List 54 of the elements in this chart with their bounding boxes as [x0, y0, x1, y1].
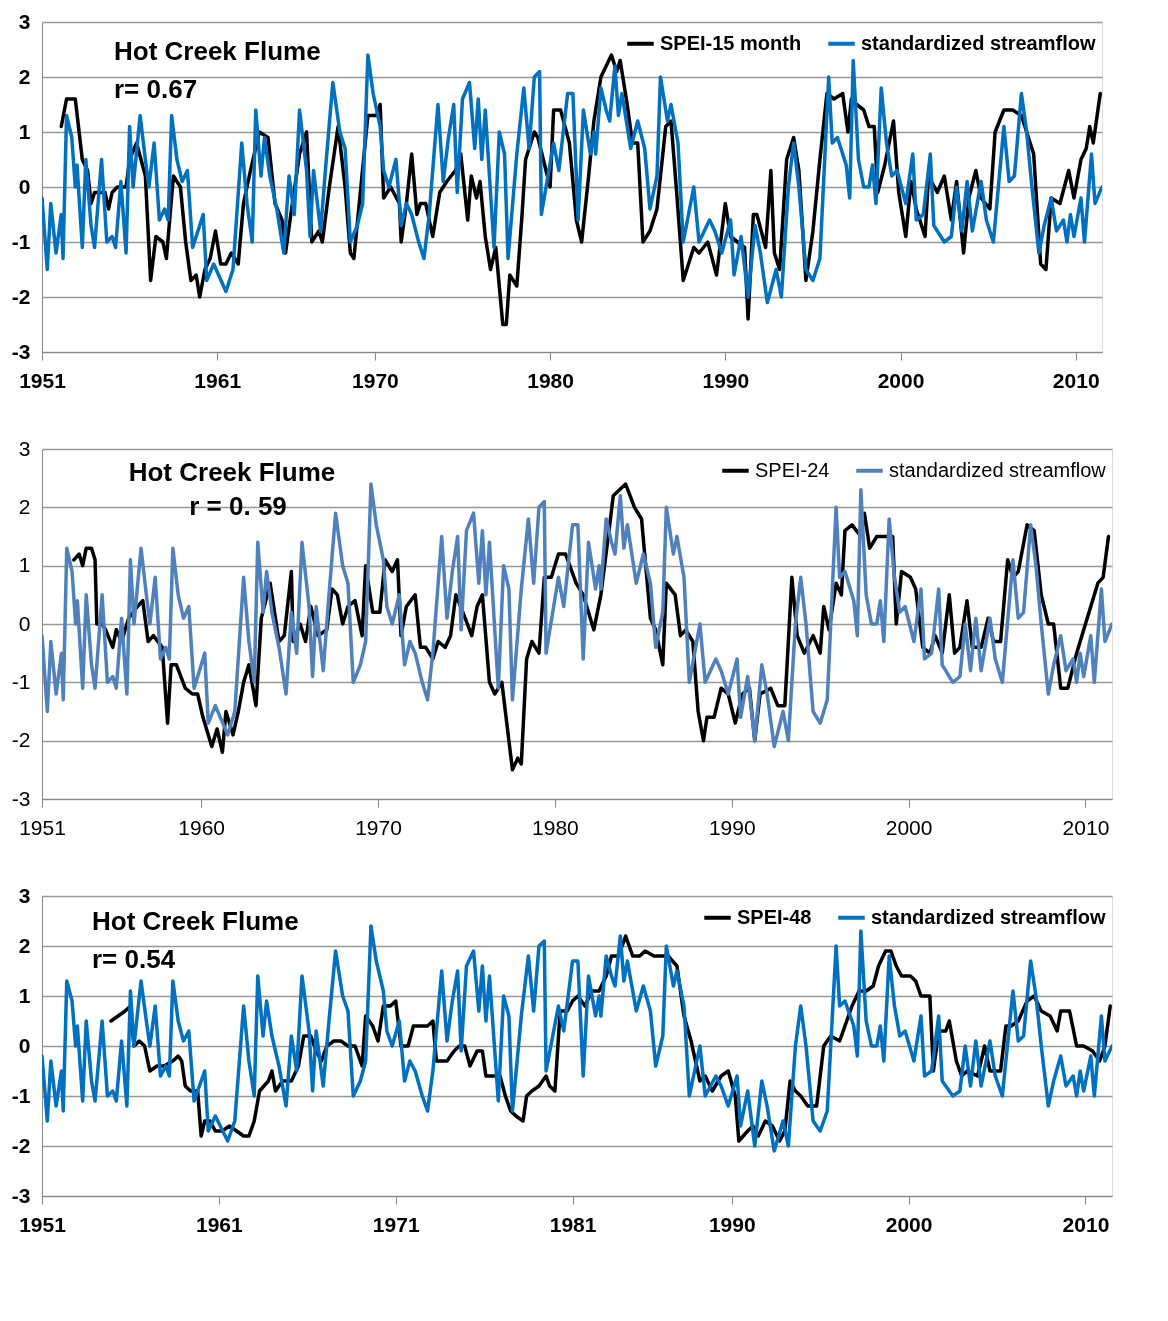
y-tick-label: -3 — [11, 1183, 31, 1207]
x-tick-label: 1990 — [708, 1212, 756, 1236]
legend-label: SPEI-15 month — [660, 31, 802, 54]
legend-label: standardized streamflow — [871, 905, 1106, 928]
x-tick-label: 2010 — [1052, 368, 1100, 392]
annotation: Hot Creek Flume — [114, 36, 321, 66]
y-tick-label: -3 — [11, 786, 31, 810]
y-tick-label: -1 — [11, 669, 31, 693]
annotation: r = 0. 59 — [189, 491, 287, 521]
x-tick-label: 2000 — [885, 1212, 933, 1236]
annotation: r= 0.67 — [114, 74, 198, 104]
annotation: Hot Creek Flume — [92, 906, 299, 936]
x-tick-label: 2010 — [1062, 815, 1110, 839]
y-tick-label: 1 — [18, 553, 31, 577]
y-tick-label: 1 — [18, 119, 31, 143]
x-tick-label: 1961 — [196, 1212, 244, 1236]
x-tick-label: 1980 — [527, 368, 574, 392]
y-tick-label: 0 — [18, 174, 31, 198]
legend-label: SPEI-24 — [755, 458, 830, 481]
y-tick-label: 2 — [18, 494, 31, 518]
x-tick-label: 1951 — [19, 368, 67, 392]
y-tick-label: -2 — [11, 284, 31, 308]
y-tick-label: -2 — [11, 1133, 31, 1157]
x-tick-label: 1951 — [19, 1212, 67, 1236]
y-tick-label: 3 — [18, 436, 31, 460]
x-tick-label: 2010 — [1062, 1212, 1110, 1236]
x-tick-label: 1971 — [372, 1212, 420, 1236]
y-tick-label: -1 — [11, 229, 31, 253]
x-tick-label: 1980 — [532, 815, 579, 839]
x-tick-label: 1951 — [19, 815, 66, 839]
y-tick-label: 2 — [18, 933, 31, 957]
legend-label: standardized streamflow — [861, 31, 1096, 54]
legend-label: standardized streamflow — [889, 458, 1107, 481]
y-tick-label: 3 — [18, 883, 31, 907]
x-tick-label: 2000 — [885, 815, 933, 839]
x-tick-label: 1981 — [549, 1212, 597, 1236]
legend-label: SPEI-48 — [737, 905, 812, 928]
y-tick-label: 2 — [18, 64, 31, 88]
y-tick-label: -1 — [11, 1083, 31, 1107]
annotation: r= 0.54 — [92, 944, 176, 974]
x-tick-label: 1970 — [352, 368, 399, 392]
y-tick-label: 0 — [18, 611, 31, 635]
x-tick-label: 1961 — [194, 368, 242, 392]
y-tick-label: 1 — [18, 983, 31, 1007]
x-tick-label: 1990 — [708, 815, 756, 839]
y-tick-label: -3 — [11, 339, 31, 363]
y-tick-label: 3 — [18, 9, 31, 33]
x-tick-label: 2000 — [877, 368, 925, 392]
x-tick-label: 1970 — [355, 815, 402, 839]
x-tick-label: 1990 — [702, 368, 750, 392]
x-tick-label: 1960 — [178, 815, 226, 839]
y-tick-label: 0 — [18, 1033, 31, 1057]
annotation: Hot Creek Flume — [128, 457, 336, 487]
y-tick-label: -2 — [11, 728, 31, 752]
